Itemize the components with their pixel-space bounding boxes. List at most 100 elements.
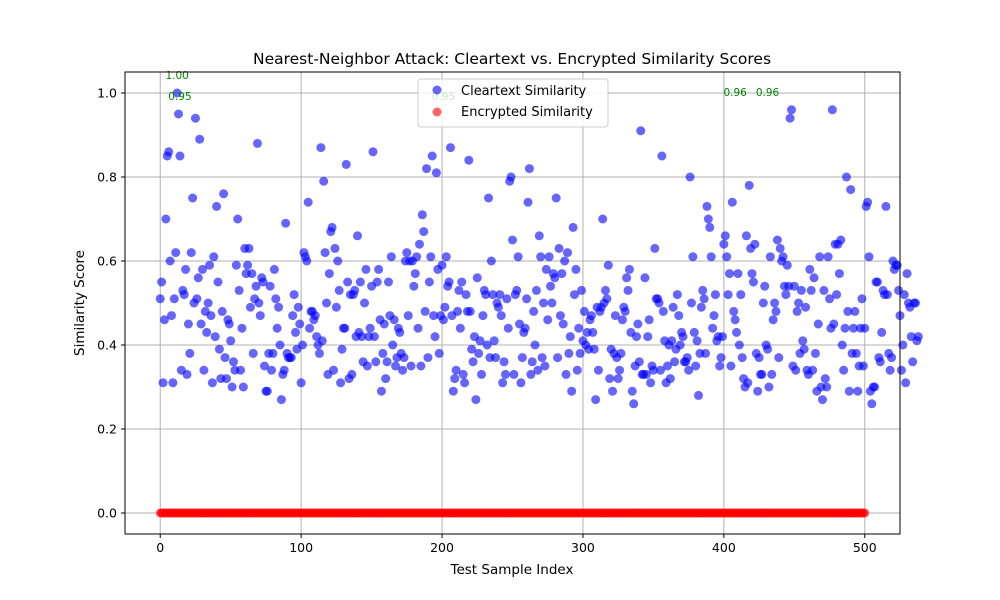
x-tick-label: 500 bbox=[853, 540, 877, 555]
legend-box bbox=[417, 78, 609, 128]
cleartext-point bbox=[252, 138, 262, 148]
cleartext-point bbox=[422, 164, 432, 174]
legend-marker-cleartext bbox=[432, 85, 442, 95]
cleartext-point bbox=[491, 353, 501, 363]
cleartext-point bbox=[720, 231, 730, 241]
cleartext-point bbox=[343, 277, 353, 287]
cleartext-point bbox=[441, 252, 451, 262]
cleartext-point bbox=[764, 382, 774, 392]
cleartext-point bbox=[823, 252, 833, 262]
cleartext-point bbox=[765, 252, 775, 262]
cleartext-point bbox=[193, 273, 203, 283]
cleartext-point bbox=[498, 378, 508, 388]
cleartext-point bbox=[347, 369, 357, 379]
cleartext-point bbox=[629, 399, 639, 409]
cleartext-point bbox=[210, 332, 220, 342]
cleartext-point bbox=[508, 235, 517, 245]
cleartext-point bbox=[730, 315, 740, 325]
legend: Cleartext Similarity Encrypted Similarit… bbox=[417, 78, 609, 128]
cleartext-point bbox=[331, 302, 341, 312]
cleartext-point bbox=[205, 260, 215, 270]
cleartext-point bbox=[913, 332, 923, 342]
cleartext-point bbox=[617, 315, 627, 325]
cleartext-point bbox=[236, 365, 246, 375]
cleartext-point bbox=[333, 256, 343, 266]
cleartext-point bbox=[461, 290, 471, 300]
cleartext-point bbox=[760, 281, 770, 291]
cleartext-point bbox=[517, 353, 527, 363]
cleartext-point bbox=[782, 260, 792, 270]
cleartext-point bbox=[670, 357, 680, 367]
cleartext-point bbox=[719, 239, 729, 249]
y-tick-label: 1.0 bbox=[97, 86, 117, 101]
cleartext-point bbox=[231, 260, 241, 270]
cleartext-point bbox=[562, 248, 572, 258]
cleartext-point bbox=[214, 344, 224, 354]
cleartext-point bbox=[550, 273, 560, 283]
cleartext-point bbox=[785, 113, 795, 123]
cleartext-point bbox=[286, 353, 296, 363]
cleartext-point bbox=[478, 311, 488, 321]
cleartext-point bbox=[632, 332, 641, 342]
cleartext-point bbox=[212, 201, 222, 211]
cleartext-point bbox=[846, 185, 856, 195]
cleartext-point bbox=[857, 294, 867, 304]
chart-title: Nearest-Neighbor Attack: Cleartext vs. E… bbox=[253, 50, 771, 68]
cleartext-point bbox=[406, 361, 416, 371]
cleartext-point bbox=[379, 319, 389, 329]
cleartext-point bbox=[219, 189, 229, 199]
cleartext-point bbox=[314, 348, 324, 358]
cleartext-point bbox=[183, 319, 193, 329]
cleartext-point bbox=[388, 340, 398, 350]
legend-label-encrypted: Encrypted Similarity bbox=[461, 105, 593, 120]
cleartext-point bbox=[157, 277, 167, 287]
cleartext-point bbox=[403, 311, 413, 321]
cleartext-point bbox=[608, 386, 618, 396]
cleartext-point bbox=[420, 306, 430, 316]
cleartext-point bbox=[564, 348, 574, 358]
cleartext-point bbox=[602, 294, 612, 304]
cleartext-point bbox=[523, 197, 533, 207]
cleartext-point bbox=[365, 323, 375, 333]
cleartext-point bbox=[805, 264, 815, 274]
y-tick-label: 0.8 bbox=[97, 170, 117, 185]
cleartext-point bbox=[747, 269, 757, 279]
cleartext-point bbox=[472, 273, 482, 283]
cleartext-point bbox=[353, 231, 362, 241]
cleartext-point bbox=[171, 248, 181, 258]
cleartext-point bbox=[192, 294, 202, 304]
cleartext-point bbox=[699, 294, 709, 304]
plot-frame bbox=[124, 71, 901, 535]
cleartext-point bbox=[271, 294, 281, 304]
cleartext-point bbox=[754, 353, 764, 363]
cleartext-point bbox=[281, 218, 291, 228]
cleartext-point bbox=[691, 361, 701, 371]
cleartext-point bbox=[634, 357, 644, 367]
cleartext-point bbox=[291, 327, 300, 337]
cleartext-point bbox=[863, 197, 873, 207]
cleartext-point bbox=[832, 290, 842, 300]
cleartext-point bbox=[702, 201, 712, 211]
cleartext-point bbox=[616, 348, 626, 358]
cleartext-point bbox=[341, 159, 351, 169]
cleartext-point bbox=[419, 227, 429, 237]
cleartext-point bbox=[794, 298, 804, 308]
cleartext-point bbox=[213, 277, 223, 287]
cleartext-point bbox=[426, 252, 436, 262]
cleartext-point bbox=[732, 327, 742, 337]
cleartext-point bbox=[655, 365, 665, 375]
cleartext-point bbox=[911, 298, 920, 308]
cleartext-point bbox=[467, 344, 477, 354]
cleartext-point bbox=[672, 290, 682, 300]
cleartext-point bbox=[181, 264, 191, 274]
cleartext-point bbox=[843, 306, 853, 316]
cleartext-point bbox=[796, 285, 806, 295]
cleartext-point bbox=[168, 378, 178, 388]
cleartext-point bbox=[654, 298, 664, 308]
cleartext-point bbox=[438, 315, 448, 325]
cleartext-point bbox=[336, 378, 346, 388]
x-tick-label: 100 bbox=[289, 540, 313, 555]
cleartext-point bbox=[324, 269, 334, 279]
encrypted-point bbox=[860, 508, 870, 518]
